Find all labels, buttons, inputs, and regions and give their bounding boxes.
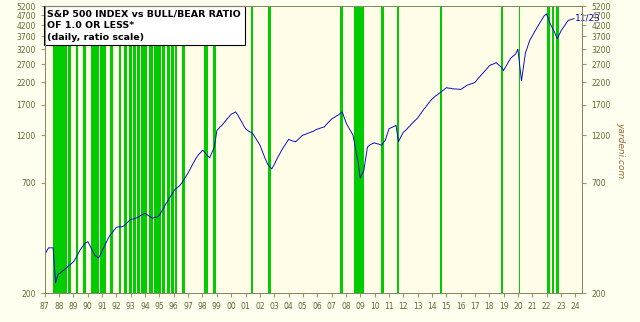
Bar: [68, 6, 71, 293]
Bar: [501, 6, 503, 293]
Bar: [63, 6, 67, 293]
Bar: [141, 6, 144, 293]
Bar: [175, 6, 177, 293]
Bar: [100, 6, 106, 293]
Bar: [340, 6, 343, 293]
Bar: [154, 6, 157, 293]
Text: 11/23: 11/23: [575, 14, 600, 23]
Bar: [547, 6, 550, 293]
Bar: [252, 6, 253, 293]
Bar: [53, 6, 57, 293]
Bar: [148, 6, 153, 293]
Bar: [556, 6, 559, 293]
Bar: [58, 6, 59, 293]
Bar: [137, 6, 140, 293]
Bar: [133, 6, 136, 293]
Bar: [129, 6, 132, 293]
Bar: [397, 6, 399, 293]
Bar: [518, 6, 520, 293]
Bar: [182, 6, 184, 293]
Bar: [440, 6, 442, 293]
Bar: [124, 6, 127, 293]
Bar: [157, 6, 161, 293]
Bar: [76, 6, 79, 293]
Bar: [163, 6, 165, 293]
Bar: [355, 6, 365, 293]
Bar: [145, 6, 147, 293]
Bar: [166, 6, 170, 293]
Bar: [212, 6, 216, 293]
Bar: [171, 6, 174, 293]
Bar: [552, 6, 554, 293]
Bar: [92, 6, 99, 293]
Bar: [110, 6, 113, 293]
Y-axis label: yardeni.com: yardeni.com: [616, 122, 625, 178]
Bar: [83, 6, 86, 293]
Bar: [59, 6, 63, 293]
Text: S&P 500 INDEX vs BULL/BEAR RATIO
OF 1.0 OR LESS*
(daily, ratio scale): S&P 500 INDEX vs BULL/BEAR RATIO OF 1.0 …: [47, 9, 241, 42]
Bar: [118, 6, 122, 293]
Bar: [381, 6, 384, 293]
Bar: [268, 6, 271, 293]
Bar: [204, 6, 207, 293]
